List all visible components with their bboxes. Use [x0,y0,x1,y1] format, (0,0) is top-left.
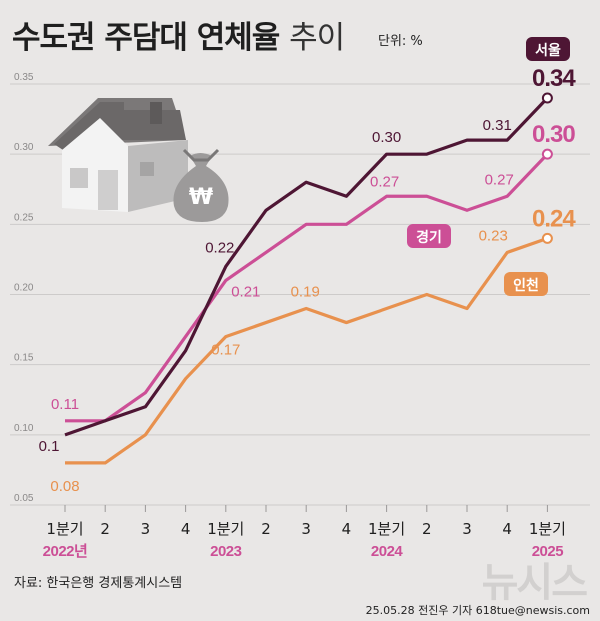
x-tick-label: 1분기 [207,520,244,538]
end-point-seoul [541,92,553,104]
series-lines [64,96,549,465]
y-axis-labels: 0.05 0.10 0.15 0.20 0.25 0.30 0.35 [14,72,34,504]
end-point-gyeonggi [541,148,553,160]
chart-title: 수도권 주담대 연체율 추이 [12,12,345,57]
series-line-incheon [65,236,548,465]
house-door [98,170,118,210]
house-window [70,168,88,188]
x-tick-label: 2 [100,520,110,538]
data-label-incheon: 0.08 [50,478,79,495]
year-label: 2023 [210,543,242,560]
data-labels: 0.1 0.22 0.30 0.31 0.34 0.11 0.21 0.27 0.27 0.30 0… [39,65,578,495]
data-label-incheon: 0.17 [211,342,240,359]
x-axis-labels: 1분기 2 3 4 1분기 2 3 4 1분기 2 3 4 1분기 2022년 2023 2024 2025 [43,520,566,560]
legend-label-incheon: 인천 [513,277,539,294]
x-tick-label: 1분기 [46,520,83,538]
data-label-seoul: 0.1 [39,438,60,455]
x-tick-label: 1분기 [368,520,405,538]
house-window-right [140,162,154,176]
x-tick-label: 3 [462,520,472,538]
data-label-gyeonggi: 0.27 [485,171,514,188]
y-tick-label: 0.30 [14,142,34,153]
source-note: 자료: 한국은행 경제통계시스템 [14,576,183,591]
credit-line: 25.05.28 전진우 기자 618tue@newsis.com [365,604,590,617]
legend-tag-seoul [526,37,570,61]
x-tick-label: 4 [502,520,512,538]
data-label-incheon: 0.23 [479,227,508,244]
y-tick-label: 0.10 [14,423,34,434]
legend-tag-incheon [504,272,548,296]
data-label-gyeonggi: 0.11 [51,396,79,413]
year-label: 2022년 [43,543,88,560]
data-label-incheon: 0.19 [291,284,320,301]
data-label-gyeonggi: 0.27 [370,173,399,190]
legend-tag-gyeonggi [407,224,451,248]
money-bag-tie [182,148,220,162]
end-point-incheon [541,232,553,244]
x-tick-label: 3 [301,520,311,538]
title-sub: 추이 [289,20,345,56]
data-label-seoul: 0.22 [205,239,234,256]
unit-label: 단위: % [378,34,423,49]
y-tick-label: 0.15 [14,353,34,364]
y-tick-label: 0.20 [14,283,34,294]
chimney [150,102,162,124]
legend-label-seoul: 서울 [535,42,561,59]
newsis-logo: 뉴시스 [481,560,588,606]
legend-label-gyeonggi: 경기 [416,229,442,246]
x-tick-label: 4 [342,520,352,538]
x-tick-label: 1분기 [529,520,566,538]
data-label-seoul: 0.31 [483,117,512,134]
y-tick-label: 0.05 [14,493,34,504]
x-tick-label: 2 [261,520,271,538]
x-tick-label: 4 [181,520,191,538]
x-tick-label: 3 [141,520,151,538]
y-tick-label: 0.35 [14,72,34,83]
data-label-seoul: 0.30 [372,129,401,146]
year-label: 2024 [371,543,404,560]
series-end-points [541,92,553,244]
series-line-gyeonggi [65,153,549,423]
data-label-gyeonggi: 0.21 [231,283,260,300]
house-illustration: ₩ [48,98,229,222]
year-label: 2025 [532,543,564,560]
x-axis-ticks [64,505,548,512]
data-label-seoul: 0.34 [532,65,576,92]
y-tick-label: 0.25 [14,212,34,223]
data-label-incheon: 0.24 [532,205,576,232]
series-line-seoul [64,96,549,437]
data-label-gyeonggi: 0.30 [532,121,575,148]
x-tick-label: 2 [422,520,432,538]
house-wall-right [128,140,188,212]
title-main: 수도권 주담대 연체율 [12,20,280,56]
won-icon: ₩ [189,185,213,210]
money-bag [173,153,229,222]
